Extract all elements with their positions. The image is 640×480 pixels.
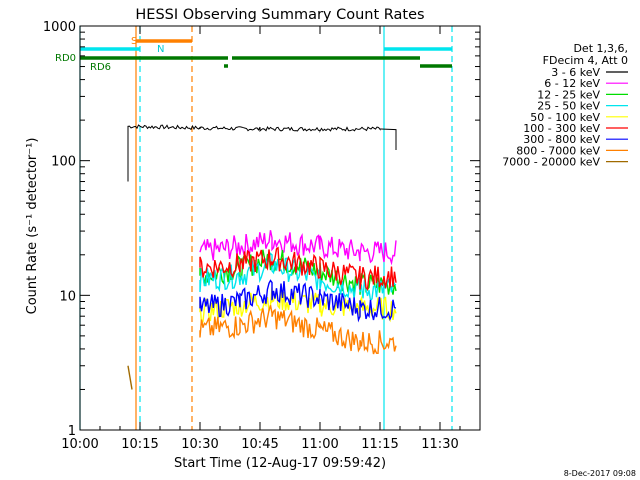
flag-label-n: N bbox=[157, 44, 164, 55]
legend-label: 100 - 300 keV bbox=[523, 122, 600, 135]
y-tick-label: 1000 bbox=[43, 20, 76, 35]
legend-label: 12 - 25 keV bbox=[537, 88, 600, 101]
x-tick-label: 10:00 bbox=[61, 437, 98, 452]
legend-label: 50 - 100 keV bbox=[530, 111, 600, 124]
series-7 bbox=[199, 305, 397, 355]
series-line bbox=[199, 279, 397, 323]
series-line bbox=[199, 287, 397, 327]
legend-header-line-1: Det 1,3,6, bbox=[573, 42, 628, 55]
x-tick-label: 11:00 bbox=[301, 437, 338, 452]
series-0 bbox=[127, 124, 397, 182]
y-tick-label: 100 bbox=[51, 155, 76, 170]
y-tick-label: 10 bbox=[59, 289, 76, 304]
series-layer bbox=[127, 124, 397, 390]
flag-bars bbox=[80, 39, 452, 68]
series-3 bbox=[199, 252, 397, 302]
series-line bbox=[199, 246, 397, 291]
series-line bbox=[199, 305, 397, 355]
legend-header-line-2: FDecim 4, Att 0 bbox=[543, 54, 628, 67]
y-axis-label: Count Rate (s⁻¹ detector⁻¹) bbox=[25, 138, 40, 315]
series-5 bbox=[199, 246, 397, 291]
x-tick-label: 10:45 bbox=[241, 437, 278, 452]
chart-title: HESSI Observing Summary Count Rates bbox=[135, 7, 424, 23]
legend-label: 6 - 12 keV bbox=[544, 77, 600, 90]
x-tick-label: 11:30 bbox=[421, 437, 458, 452]
flag-label-rd6: RD6 bbox=[90, 62, 111, 73]
series-line bbox=[199, 252, 397, 302]
x-axis-label: Start Time (12-Aug-17 09:59:42) bbox=[174, 456, 386, 471]
x-tick-label: 11:15 bbox=[361, 437, 398, 452]
legend-label: 7000 - 20000 keV bbox=[502, 156, 600, 169]
legend-label: 300 - 800 keV bbox=[523, 133, 600, 146]
series-line bbox=[199, 230, 397, 266]
series-6 bbox=[199, 279, 397, 323]
series-4 bbox=[199, 287, 397, 327]
series-8 bbox=[127, 365, 133, 390]
x-tick-label: 10:30 bbox=[181, 437, 218, 452]
flag-label-s: S bbox=[131, 36, 137, 47]
legend-label: 25 - 50 keV bbox=[537, 100, 600, 113]
x-tick-label: 10:15 bbox=[121, 437, 158, 452]
legend-label: 3 - 6 keV bbox=[551, 66, 600, 79]
series-line bbox=[127, 365, 133, 390]
y-tick-label: 1 bbox=[68, 424, 76, 439]
flag-label-rd0: RD0 bbox=[55, 53, 76, 64]
footer-timestamp: 8-Dec-2017 09:08 bbox=[564, 469, 636, 478]
legend-label: 800 - 7000 keV bbox=[516, 144, 600, 157]
series-1 bbox=[199, 230, 397, 266]
series-line bbox=[127, 124, 397, 182]
